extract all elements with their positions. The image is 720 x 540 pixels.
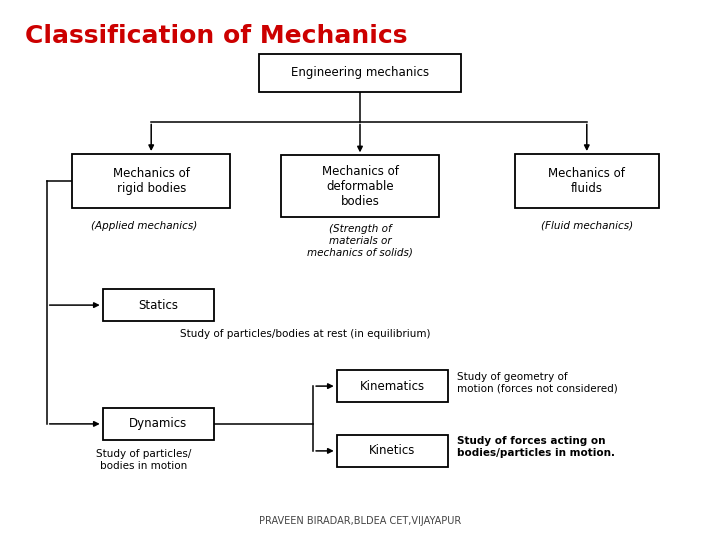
FancyBboxPatch shape — [337, 435, 448, 467]
FancyBboxPatch shape — [281, 156, 439, 217]
FancyBboxPatch shape — [103, 408, 215, 440]
FancyBboxPatch shape — [259, 54, 461, 92]
Text: Statics: Statics — [138, 299, 179, 312]
Text: (Strength of
materials or
mechanics of solids): (Strength of materials or mechanics of s… — [307, 224, 413, 258]
Text: Dynamics: Dynamics — [130, 417, 187, 430]
Text: PRAVEEN BIRADAR,BLDEA CET,VIJAYAPUR: PRAVEEN BIRADAR,BLDEA CET,VIJAYAPUR — [259, 516, 461, 526]
FancyBboxPatch shape — [337, 370, 448, 402]
Text: Study of particles/
bodies in motion: Study of particles/ bodies in motion — [96, 449, 192, 471]
FancyBboxPatch shape — [515, 154, 659, 208]
Text: Mechanics of
rigid bodies: Mechanics of rigid bodies — [113, 167, 189, 195]
Text: Mechanics of
deformable
bodies: Mechanics of deformable bodies — [322, 165, 398, 208]
Text: (Fluid mechanics): (Fluid mechanics) — [541, 221, 633, 231]
FancyBboxPatch shape — [72, 154, 230, 208]
Text: Classification of Mechanics: Classification of Mechanics — [24, 24, 408, 48]
Text: Kinematics: Kinematics — [360, 380, 425, 393]
Text: Mechanics of
fluids: Mechanics of fluids — [549, 167, 625, 195]
Text: Study of forces acting on
bodies/particles in motion.: Study of forces acting on bodies/particl… — [457, 436, 615, 458]
Text: Study of geometry of
motion (forces not considered): Study of geometry of motion (forces not … — [457, 372, 618, 393]
Text: Engineering mechanics: Engineering mechanics — [291, 66, 429, 79]
Text: Kinetics: Kinetics — [369, 444, 415, 457]
Text: Study of particles/bodies at rest (in equilibrium): Study of particles/bodies at rest (in eq… — [180, 329, 431, 339]
FancyBboxPatch shape — [103, 289, 215, 321]
Text: (Applied mechanics): (Applied mechanics) — [91, 221, 197, 231]
